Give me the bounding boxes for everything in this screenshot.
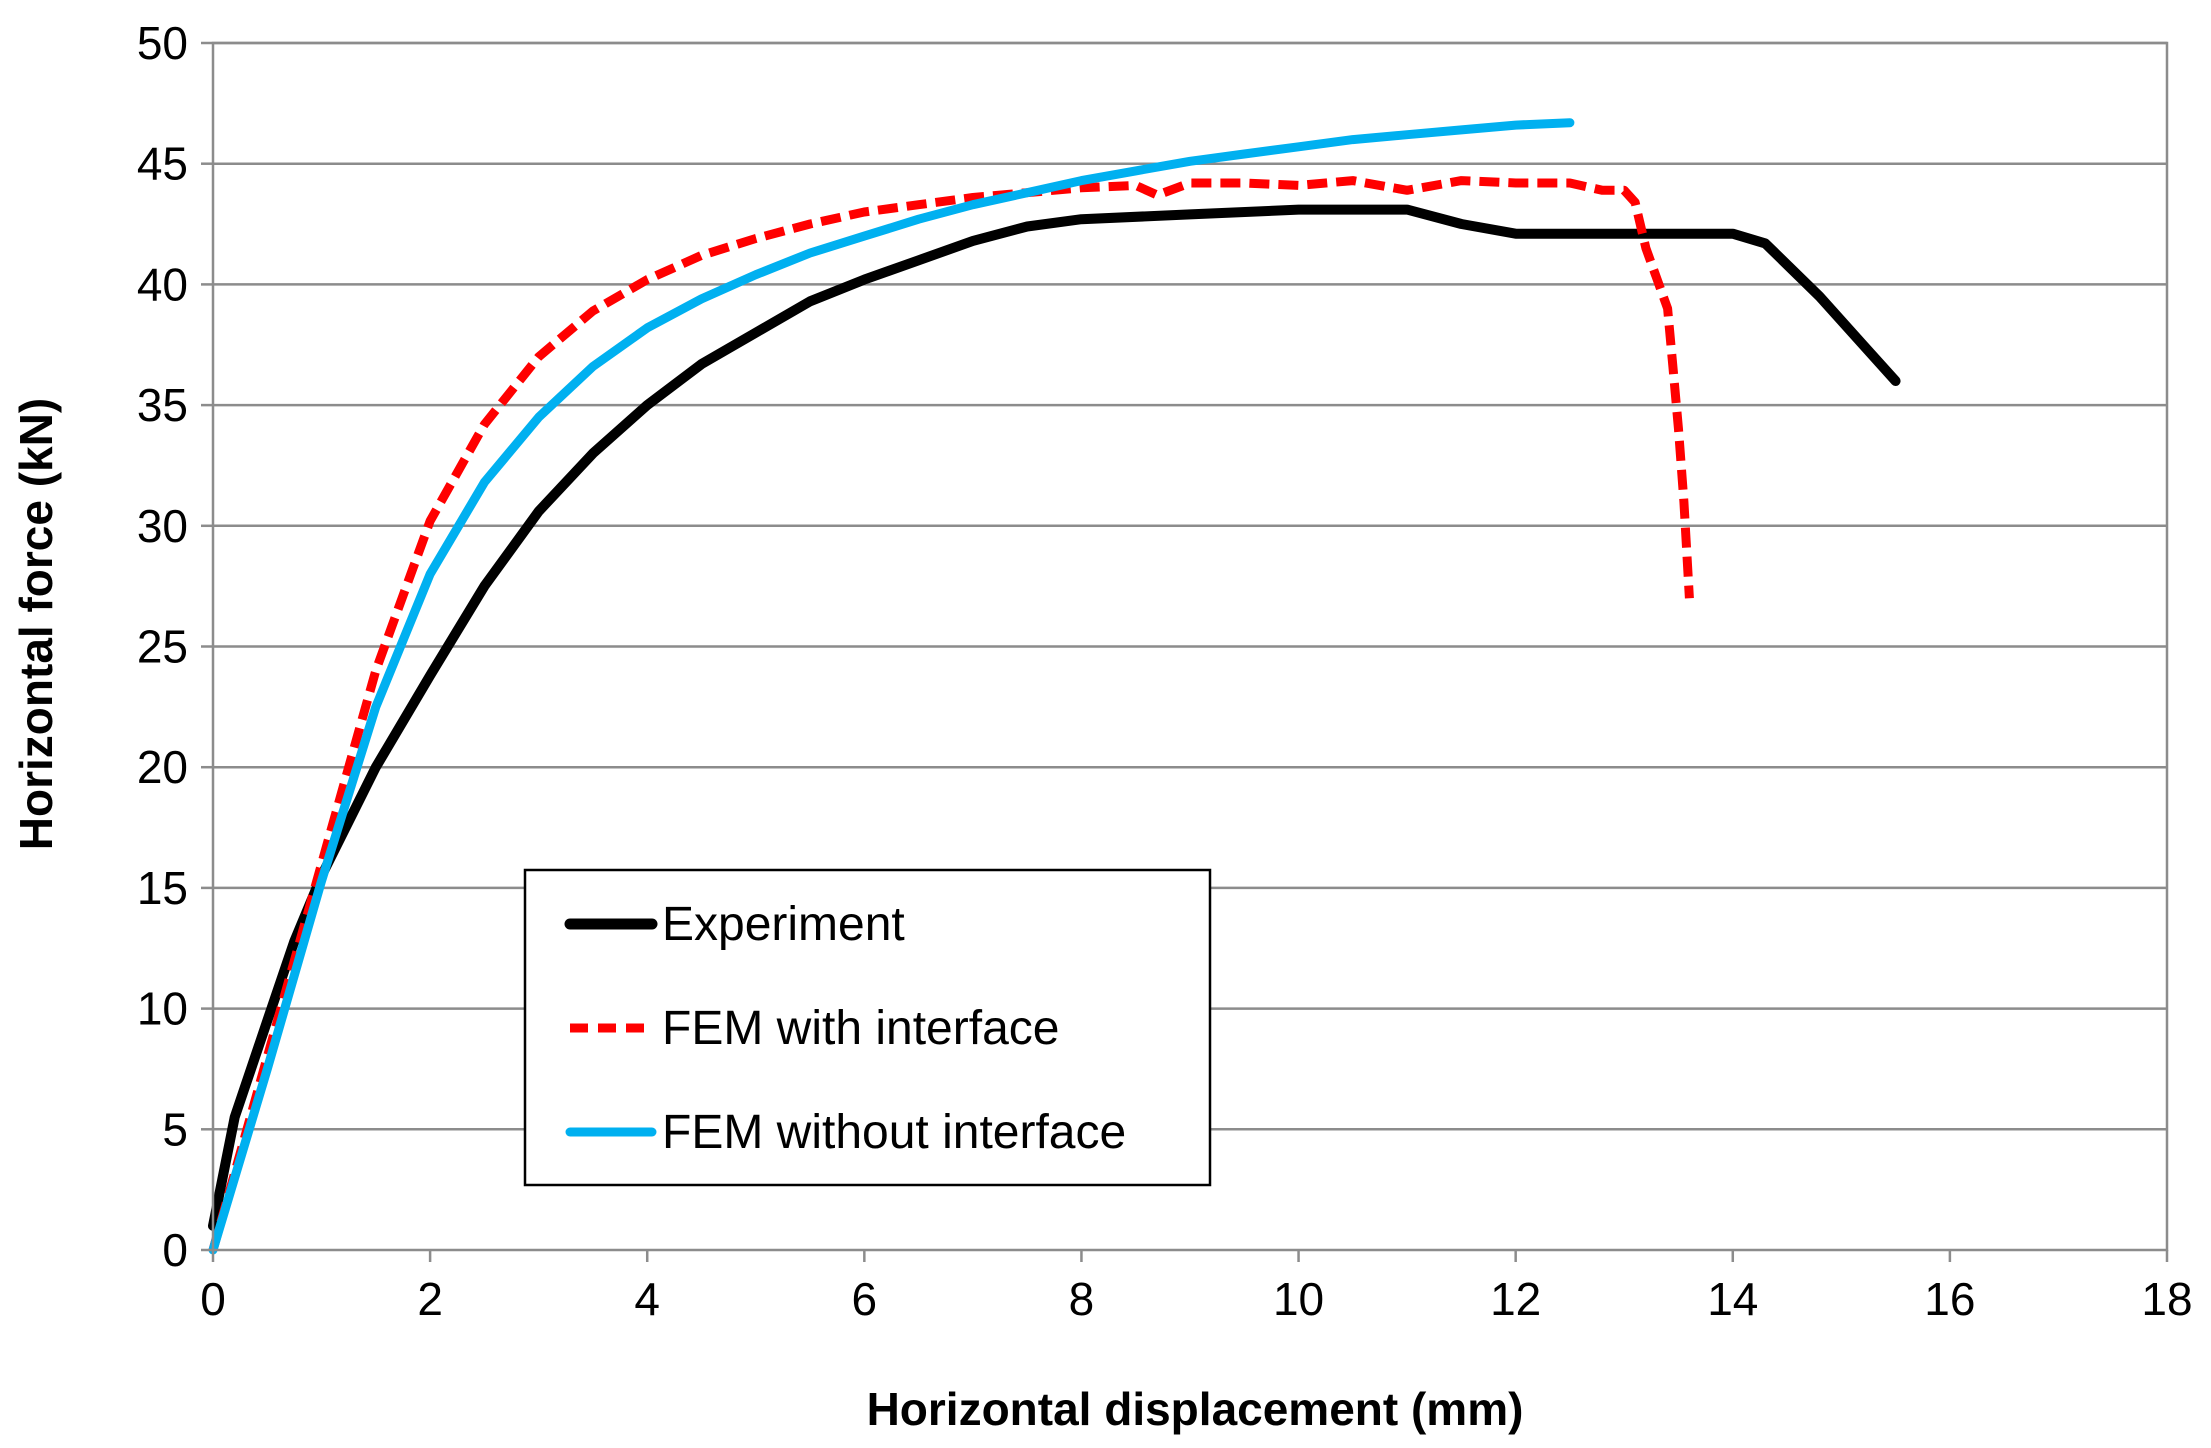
x-tick-label: 8: [1069, 1273, 1095, 1325]
y-tick-label: 40: [137, 258, 188, 310]
y-tick-label: 15: [137, 862, 188, 914]
series-line-fem-with-interface: [208, 176, 1694, 1252]
y-tick-label: 35: [137, 379, 188, 431]
legend-label-experiment: Experiment: [662, 898, 905, 951]
x-axis-title: Horizontal displacement (mm): [867, 1383, 1524, 1435]
y-tick-label: 5: [162, 1103, 188, 1155]
legend-label-fem-with-interface: FEM with interface: [662, 1002, 1059, 1055]
y-tick-label: 20: [137, 741, 188, 793]
y-axis-title: Horizontal force (kN): [10, 398, 62, 850]
series-layer: [208, 118, 1901, 1255]
y-tick-label: 30: [137, 500, 188, 552]
x-tick-label: 10: [1273, 1273, 1324, 1325]
y-tick-label: 10: [137, 983, 188, 1035]
y-tick-label: 0: [162, 1224, 188, 1276]
x-tick-label: 4: [634, 1273, 660, 1325]
x-tick-label: 14: [1707, 1273, 1758, 1325]
x-tick-label: 18: [2141, 1273, 2192, 1325]
y-tick-label: 50: [137, 17, 188, 69]
x-tick-label: 2: [417, 1273, 443, 1325]
axes-layer: [201, 41, 2169, 1262]
x-tick-label: 12: [1490, 1273, 1541, 1325]
x-tick-label: 0: [200, 1273, 226, 1325]
plot-frame: [211, 41, 2169, 1252]
x-tick-label: 16: [1924, 1273, 1975, 1325]
tick-label-layer: 0 5 10 15 20 25 30 35 40 45 50 0 2 4 6 8 10 12 14 16 18: [137, 17, 2193, 1325]
series-line-experiment: [208, 204, 1901, 1231]
legend: Experiment FEM with interface FEM withou…: [523, 868, 1212, 1187]
x-tick-label: 6: [852, 1273, 878, 1325]
legend-label-fem-without-interface: FEM without interface: [662, 1106, 1126, 1159]
y-tick-label: 25: [137, 621, 188, 673]
series-line-fem-without-interface: [208, 118, 1575, 1255]
y-tick-label: 45: [137, 138, 188, 190]
